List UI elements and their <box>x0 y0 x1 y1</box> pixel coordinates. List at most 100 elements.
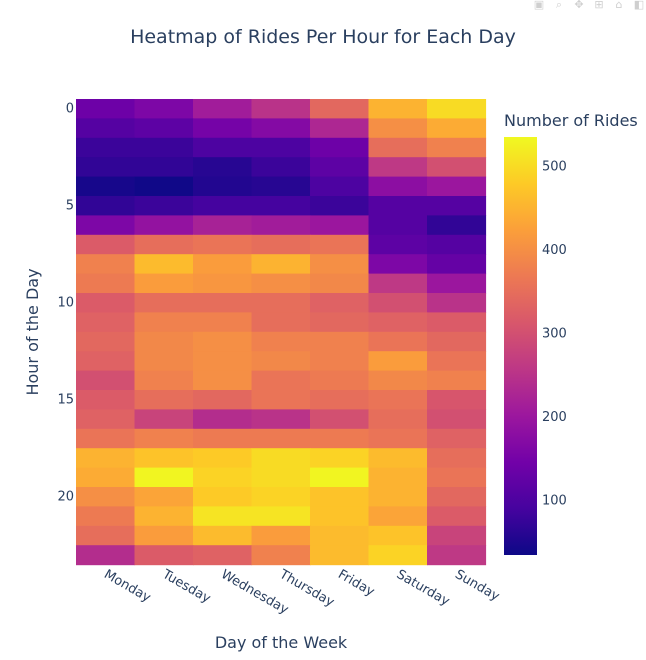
heatmap-cell[interactable] <box>251 234 311 255</box>
heatmap-cell[interactable] <box>368 293 428 313</box>
heatmap-cell[interactable] <box>193 351 253 372</box>
heatmap-cell[interactable] <box>310 390 370 410</box>
heatmap-cell[interactable] <box>368 487 428 507</box>
heatmap-cell[interactable] <box>134 176 194 197</box>
heatmap-cell[interactable] <box>193 428 253 449</box>
heatmap-cell[interactable] <box>368 176 428 197</box>
heatmap-cell[interactable] <box>251 467 311 488</box>
heatmap-cell[interactable] <box>310 312 370 333</box>
heatmap-cell[interactable] <box>134 390 194 410</box>
heatmap-cell[interactable] <box>368 370 428 391</box>
heatmap-cell[interactable] <box>251 409 311 430</box>
heatmap-cell[interactable] <box>134 137 194 158</box>
heatmap-cell[interactable] <box>134 254 194 275</box>
heatmap-cell[interactable] <box>427 467 487 488</box>
heatmap-cell[interactable] <box>427 545 487 566</box>
heatmap-cell[interactable] <box>368 331 428 352</box>
heatmap-cell[interactable] <box>134 196 194 216</box>
autoscale-icon[interactable]: ⊞ <box>594 0 604 11</box>
heatmap-cell[interactable] <box>76 370 136 391</box>
heatmap-cell[interactable] <box>193 273 253 294</box>
heatmap-cell[interactable] <box>251 428 311 449</box>
heatmap-cell[interactable] <box>76 448 136 469</box>
heatmap-cell[interactable] <box>193 99 253 119</box>
heatmap-cell[interactable] <box>310 293 370 313</box>
heatmap-cell[interactable] <box>310 273 370 294</box>
heatmap-cell[interactable] <box>76 390 136 410</box>
heatmap-cell[interactable] <box>427 448 487 469</box>
pan-icon[interactable]: ✥ <box>574 0 584 11</box>
heatmap-cell[interactable] <box>193 118 253 139</box>
heatmap-cell[interactable] <box>427 370 487 391</box>
heatmap-cell[interactable] <box>134 409 194 430</box>
heatmap-cell[interactable] <box>310 137 370 158</box>
heatmap-cell[interactable] <box>427 234 487 255</box>
heatmap-cell[interactable] <box>76 99 136 119</box>
heatmap-cell[interactable] <box>193 370 253 391</box>
heatmap-cell[interactable] <box>251 448 311 469</box>
heatmap-cell[interactable] <box>310 331 370 352</box>
heatmap-cell[interactable] <box>251 176 311 197</box>
heatmap-cell[interactable] <box>427 118 487 139</box>
heatmap-cell[interactable] <box>310 99 370 119</box>
heatmap-cell[interactable] <box>193 176 253 197</box>
heatmap-cell[interactable] <box>134 370 194 391</box>
heatmap-cell[interactable] <box>310 467 370 488</box>
heatmap-cell[interactable] <box>134 428 194 449</box>
heatmap-cell[interactable] <box>251 487 311 507</box>
heatmap-cell[interactable] <box>76 293 136 313</box>
heatmap-cell[interactable] <box>193 545 253 566</box>
heatmap-cell[interactable] <box>76 137 136 158</box>
heatmap-cell[interactable] <box>76 254 136 275</box>
heatmap-cell[interactable] <box>368 273 428 294</box>
heatmap-cell[interactable] <box>251 312 311 333</box>
heatmap-cell[interactable] <box>193 448 253 469</box>
heatmap-cell[interactable] <box>76 487 136 507</box>
heatmap-cell[interactable] <box>76 196 136 216</box>
heatmap-cell[interactable] <box>193 487 253 507</box>
heatmap-cell[interactable] <box>76 506 136 527</box>
heatmap-cell[interactable] <box>76 545 136 566</box>
heatmap-cell[interactable] <box>368 506 428 527</box>
heatmap-cell[interactable] <box>310 487 370 507</box>
heatmap-cell[interactable] <box>134 525 194 546</box>
heatmap-cell[interactable] <box>251 196 311 216</box>
heatmap-cell[interactable] <box>427 409 487 430</box>
heatmap-cell[interactable] <box>76 409 136 430</box>
heatmap-cell[interactable] <box>310 254 370 275</box>
heatmap-cell[interactable] <box>134 331 194 352</box>
heatmap-cell[interactable] <box>134 157 194 178</box>
heatmap-cell[interactable] <box>310 448 370 469</box>
heatmap-cell[interactable] <box>368 351 428 372</box>
heatmap-cell[interactable] <box>193 196 253 216</box>
heatmap-cell[interactable] <box>134 99 194 119</box>
heatmap-cell[interactable] <box>251 293 311 313</box>
heatmap-cell[interactable] <box>76 428 136 449</box>
heatmap-cell[interactable] <box>76 467 136 488</box>
heatmap-cell[interactable] <box>310 118 370 139</box>
heatmap-cell[interactable] <box>193 467 253 488</box>
heatmap-cell[interactable] <box>251 506 311 527</box>
heatmap-cell[interactable] <box>193 331 253 352</box>
heatmap-cell[interactable] <box>134 487 194 507</box>
heatmap-cell[interactable] <box>310 351 370 372</box>
heatmap-cell[interactable] <box>134 545 194 566</box>
heatmap-cell[interactable] <box>427 176 487 197</box>
heatmap-cell[interactable] <box>368 157 428 178</box>
heatmap-cell[interactable] <box>427 525 487 546</box>
heatmap-cell[interactable] <box>368 545 428 566</box>
heatmap-cell[interactable] <box>193 390 253 410</box>
heatmap-cell[interactable] <box>310 234 370 255</box>
heatmap-cell[interactable] <box>76 351 136 372</box>
heatmap-cell[interactable] <box>134 351 194 372</box>
heatmap-cell[interactable] <box>427 157 487 178</box>
heatmap-cell[interactable] <box>427 428 487 449</box>
heatmap-cell[interactable] <box>76 215 136 236</box>
heatmap-cell[interactable] <box>427 137 487 158</box>
heatmap-cell[interactable] <box>310 176 370 197</box>
heatmap-cell[interactable] <box>76 312 136 333</box>
heatmap-cell[interactable] <box>310 157 370 178</box>
heatmap-cell[interactable] <box>251 390 311 410</box>
heatmap-cell[interactable] <box>251 545 311 566</box>
heatmap-cell[interactable] <box>310 370 370 391</box>
